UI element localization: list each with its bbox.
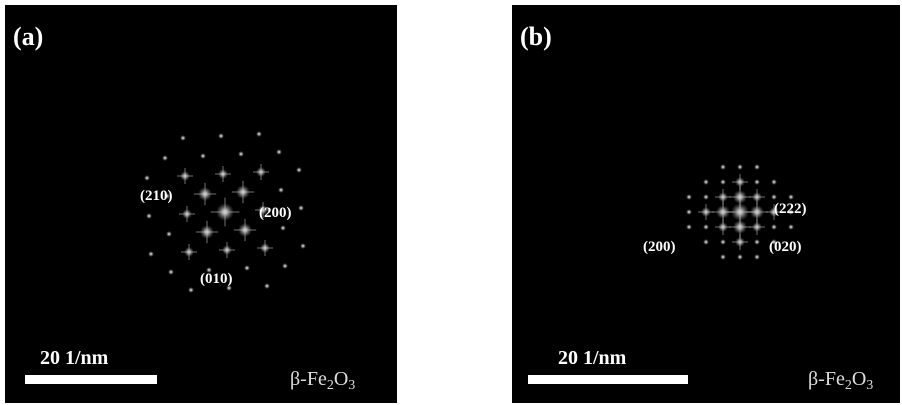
spot (771, 224, 777, 230)
figure: (a)(210)(200)(010)20 1/nmβ-Fe2O3(b)(222)… (0, 0, 902, 405)
spot-label: (222) (774, 201, 807, 217)
panel-label: (b) (520, 22, 552, 51)
spot (754, 179, 760, 185)
spot (720, 239, 726, 245)
spot (162, 155, 168, 161)
spot (737, 164, 743, 170)
phase-base: β-Fe (808, 368, 845, 390)
spot (737, 254, 743, 260)
phase-base: β-Fe (290, 368, 327, 390)
spot (238, 151, 244, 157)
scale-bar-label: 20 1/nm (558, 347, 627, 369)
phase-element: O (334, 368, 348, 390)
spot (703, 239, 709, 245)
panel-label: (a) (13, 22, 43, 51)
spot-label: (200) (643, 239, 676, 255)
phase-label: β-Fe2O3 (808, 368, 873, 393)
spot (180, 135, 186, 141)
spot-label: (010) (200, 271, 233, 287)
phase-label: β-Fe2O3 (290, 368, 355, 393)
spot (754, 239, 760, 245)
spot (686, 224, 692, 230)
spot (771, 179, 777, 185)
spot (144, 175, 150, 181)
phase-element: O (852, 368, 866, 390)
spot (276, 149, 282, 155)
spot (720, 179, 726, 185)
spot (754, 164, 760, 170)
phase-subscript: 3 (348, 378, 355, 393)
spot (264, 283, 270, 289)
spot-label: (210) (140, 188, 173, 204)
scale-bar-label: 20 1/nm (40, 347, 109, 369)
spot (282, 263, 288, 269)
spot-label: (020) (769, 239, 802, 255)
spot (280, 225, 286, 231)
spot (148, 251, 154, 257)
spot (188, 287, 194, 293)
phase-subscript: 2 (845, 378, 852, 393)
spot (168, 269, 174, 275)
spot (298, 205, 304, 211)
spot (703, 179, 709, 185)
phase-subscript: 3 (866, 378, 873, 393)
spot (278, 187, 284, 193)
spot (788, 194, 794, 200)
spot (296, 167, 302, 173)
scale-bar (528, 375, 688, 384)
spot (686, 194, 692, 200)
spot (256, 131, 262, 137)
spot (200, 153, 206, 159)
spot (754, 254, 760, 260)
spot (218, 133, 224, 139)
spot (703, 194, 709, 200)
spot (771, 194, 777, 200)
spot (720, 254, 726, 260)
spot (146, 213, 152, 219)
spot-label: (200) (259, 205, 292, 221)
panel-a-background (5, 5, 397, 403)
spot (703, 224, 709, 230)
spot (244, 265, 250, 271)
spot (300, 243, 306, 249)
spot (720, 164, 726, 170)
scale-bar (25, 375, 157, 384)
phase-subscript: 2 (327, 378, 334, 393)
spot (686, 209, 692, 215)
spot (166, 231, 172, 237)
spot (788, 224, 794, 230)
